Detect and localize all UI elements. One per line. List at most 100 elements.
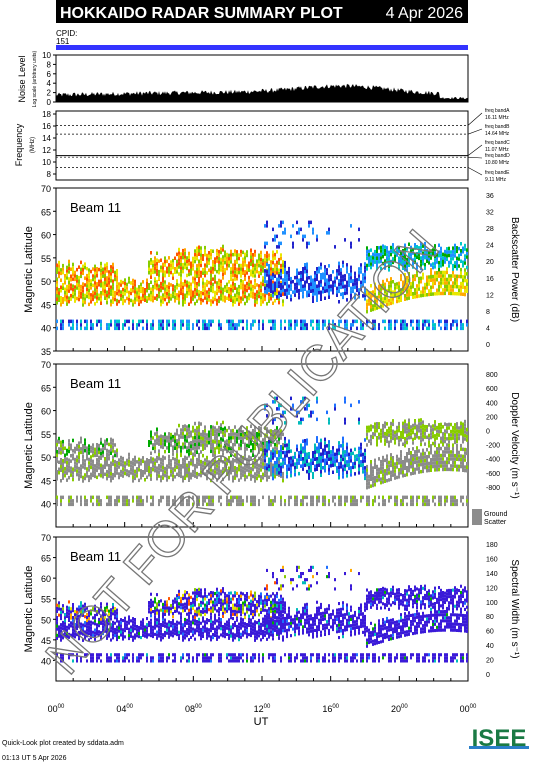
heatmap-cell <box>406 279 408 283</box>
heatmap-cell <box>200 294 202 298</box>
heatmap-cell <box>272 326 274 331</box>
heatmap-cell <box>430 252 432 257</box>
heatmap-cell <box>170 297 172 301</box>
heatmap-cell <box>176 263 178 267</box>
heatmap-cell <box>196 464 198 469</box>
heatmap-cell <box>60 326 62 331</box>
heatmap-cell <box>240 468 242 473</box>
heatmap-cell <box>434 265 436 269</box>
heatmap-cell <box>368 259 370 264</box>
heatmap-cell <box>442 460 444 465</box>
heatmap-cell <box>76 274 78 279</box>
heatmap-cell <box>374 499 376 503</box>
heatmap-cell <box>456 436 458 440</box>
heatmap-cell <box>440 426 442 430</box>
heatmap-cell <box>212 300 214 304</box>
heatmap-cell <box>258 499 260 503</box>
heatmap-cell <box>432 495 434 500</box>
heatmap-cell <box>220 268 222 272</box>
heatmap-cell <box>58 460 60 464</box>
heatmap-cell <box>298 421 300 425</box>
heatmap-cell <box>140 502 142 507</box>
heatmap-cell <box>170 462 172 467</box>
heatmap-cell <box>446 254 448 258</box>
heatmap-cell <box>254 436 256 440</box>
heatmap-cell <box>168 285 170 290</box>
heatmap-cell <box>434 468 436 472</box>
heatmap-cell <box>226 439 228 443</box>
heatmap-cell <box>314 292 316 296</box>
heatmap-cell <box>454 423 456 427</box>
heatmap-cell <box>244 259 246 264</box>
heatmap-cell <box>120 279 122 284</box>
heatmap-cell <box>228 287 230 291</box>
heatmap-cell <box>386 256 388 261</box>
heatmap-cell <box>356 326 358 331</box>
heatmap-cell <box>278 430 280 434</box>
heatmap-cell <box>264 276 266 280</box>
heatmap-cell <box>162 465 164 470</box>
heatmap-cell <box>198 252 200 256</box>
heatmap-cell <box>402 463 404 467</box>
heatmap-cell <box>106 438 108 442</box>
heatmap-cell <box>446 457 448 461</box>
heatmap-cell <box>246 285 248 289</box>
heatmap-cell <box>368 263 370 267</box>
heatmap-cell <box>260 268 262 272</box>
heatmap-cell <box>296 275 298 279</box>
heatmap-cell <box>364 276 366 280</box>
heatmap-cell <box>252 429 254 433</box>
heatmap-cell <box>268 499 270 503</box>
heatmap-cell <box>68 266 70 271</box>
heatmap-cell <box>316 274 318 278</box>
heatmap-cell <box>62 323 64 327</box>
heatmap-cell <box>68 449 70 454</box>
heatmap-cell <box>238 429 240 433</box>
heatmap-cell <box>250 466 252 471</box>
heatmap-cell <box>442 467 444 472</box>
heatmap-cell <box>376 263 378 267</box>
heatmap-cell <box>388 264 390 269</box>
heatmap-cell <box>72 467 74 471</box>
heatmap-cell <box>414 471 416 475</box>
noise-ytick-label: 8 <box>47 60 52 69</box>
heatmap-cell <box>252 502 254 507</box>
heatmap-cell <box>148 283 150 287</box>
heatmap-cell <box>216 291 218 296</box>
heatmap-cell <box>188 255 190 259</box>
heatmap-cell <box>72 616 74 620</box>
heatmap-cell <box>264 426 266 430</box>
heatmap-cell <box>460 319 462 324</box>
heatmap-cell <box>376 468 378 472</box>
heatmap-cell <box>396 285 398 290</box>
heatmap-cell <box>116 453 118 458</box>
heatmap-cell <box>280 436 282 440</box>
heatmap-cell <box>370 262 372 266</box>
heatmap-cell <box>60 465 62 469</box>
heatmap-cell <box>418 276 420 281</box>
heatmap-cell <box>170 267 172 271</box>
heatmap-cell <box>244 467 246 471</box>
heatmap-cell <box>70 653 72 657</box>
heatmap-cell <box>446 446 448 451</box>
heatmap-cell <box>382 286 384 291</box>
heatmap-cell <box>88 282 90 286</box>
heatmap-cell <box>266 430 268 435</box>
heatmap-cell <box>450 499 452 503</box>
heatmap-cell <box>404 254 406 258</box>
heatmap-cell <box>194 277 196 281</box>
heatmap-cell <box>176 453 178 457</box>
heatmap-cell <box>106 300 108 305</box>
heatmap-cell <box>232 458 234 462</box>
heatmap-cell <box>350 502 352 507</box>
heatmap-cell <box>462 447 464 452</box>
heatmap-cell <box>238 432 240 437</box>
heatmap-cell <box>460 242 462 246</box>
heatmap-cell <box>264 473 266 478</box>
heatmap-cell <box>218 260 220 264</box>
heatmap-cell <box>334 495 336 500</box>
heatmap-cell <box>406 286 408 290</box>
heatmap-cell <box>80 284 82 289</box>
heatmap-cell <box>108 326 110 331</box>
